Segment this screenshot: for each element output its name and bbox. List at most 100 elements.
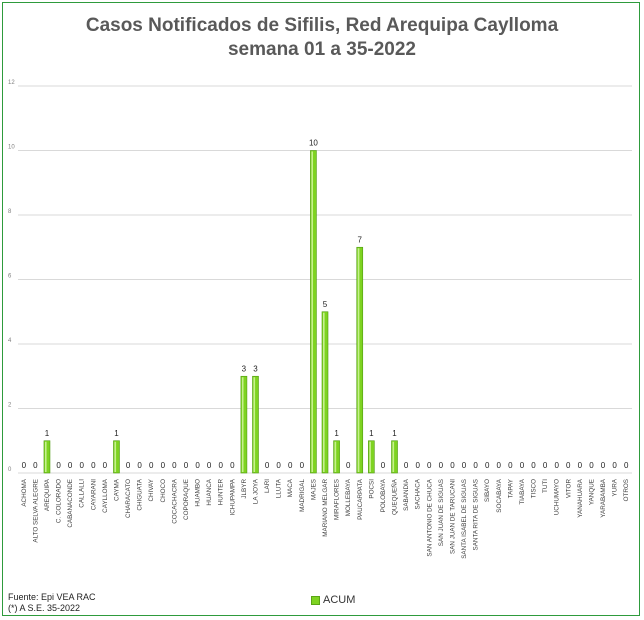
data-label: 0 (172, 461, 177, 470)
data-label: 5 (323, 300, 328, 309)
category-label: JLBYR (241, 479, 248, 499)
data-label: 1 (114, 429, 119, 438)
category-label: SABANDIA (403, 478, 410, 511)
category-label: CHOCO (160, 479, 167, 503)
y-tick-label: 0 (8, 467, 12, 473)
bar (241, 376, 247, 473)
data-label: 0 (195, 461, 200, 470)
bar-highlight (114, 442, 116, 472)
data-label: 0 (56, 461, 61, 470)
category-label: ICHUPAMPA (229, 478, 236, 515)
y-tick-label: 6 (8, 274, 12, 280)
source-note: Fuente: Epi VEA RAC (*) A S.E. 35-2022 (8, 592, 96, 614)
category-label: C. COLORADO (56, 479, 63, 523)
bar-highlight (311, 152, 313, 473)
y-tick-label: 10 (8, 145, 15, 151)
legend-swatch (311, 596, 320, 605)
category-label: CHIGUATA (137, 478, 144, 510)
category-label: PAUCARPATA (357, 478, 364, 520)
bar (392, 441, 398, 473)
data-label: 0 (462, 461, 467, 470)
category-label: MADRIGAL (299, 479, 306, 512)
category-label: SANTA ISABEL DE SIGUAS (461, 479, 468, 559)
category-label: HUNTER (218, 479, 225, 506)
bar (357, 247, 363, 473)
category-label: CAYMA (113, 478, 120, 501)
data-label: 0 (103, 461, 108, 470)
data-label: 0 (612, 461, 617, 470)
category-label: AREQUIPA (44, 478, 51, 511)
category-label: UCHUMAYO (554, 479, 561, 515)
category-label: SACHACA (415, 478, 422, 509)
data-label: 0 (230, 461, 235, 470)
data-label: 0 (126, 461, 131, 470)
data-label: 1 (369, 429, 374, 438)
data-label: 0 (184, 461, 189, 470)
category-label: COPORAQUE (183, 479, 190, 520)
category-label: MAJES (310, 479, 317, 500)
data-label: 0 (566, 461, 571, 470)
category-label: COCACHACRA (171, 478, 178, 524)
source-line-1: Fuente: Epi VEA RAC (8, 592, 96, 603)
bar (252, 376, 258, 473)
data-label: 0 (543, 461, 548, 470)
category-label: HUAMBO (195, 479, 202, 507)
data-label: 0 (531, 461, 536, 470)
category-label: CHIVAY (148, 478, 155, 501)
data-label: 0 (79, 461, 84, 470)
data-label: 0 (91, 461, 96, 470)
category-label: ALTO SELVA ALEGRE (32, 479, 39, 543)
category-label: SAN JUAN DE SIGUAS (438, 479, 445, 546)
data-label: 0 (624, 461, 629, 470)
data-label: 0 (346, 461, 351, 470)
data-label: 0 (381, 461, 386, 470)
legend: ACUM (311, 594, 355, 606)
category-label: POCSI (368, 479, 375, 499)
data-label: 0 (137, 461, 142, 470)
category-label: TIABAYA (519, 478, 526, 504)
bar-highlight (253, 377, 255, 472)
data-label: 0 (68, 461, 73, 470)
bar (113, 441, 119, 473)
bar-highlight (369, 442, 371, 472)
data-label: 0 (427, 461, 432, 470)
category-label: LLUTA (276, 478, 283, 498)
bar (334, 441, 340, 473)
data-label: 0 (207, 461, 212, 470)
legend-label: ACUM (323, 594, 355, 606)
category-label: VITOR (565, 479, 572, 499)
data-label: 0 (439, 461, 444, 470)
category-label: CABANACONDE (67, 479, 74, 528)
bar-highlight (323, 313, 325, 472)
category-label: MARIANO MELGAR (322, 479, 329, 537)
data-label: 0 (161, 461, 166, 470)
data-label: 0 (22, 461, 27, 470)
category-label: TAPAY (507, 478, 514, 498)
category-label: YURA (612, 478, 619, 496)
data-label: 0 (33, 461, 38, 470)
category-label: SANTA RITA DE SIGUAS (473, 479, 480, 551)
bar (368, 441, 374, 473)
category-label: MACA (287, 478, 294, 497)
category-label: QUEQUEÑA (390, 478, 399, 515)
data-label: 10 (309, 139, 318, 148)
data-label: 0 (589, 461, 594, 470)
data-label: 0 (219, 461, 224, 470)
data-label: 0 (300, 461, 305, 470)
category-label: SIBAYO (484, 479, 491, 502)
source-line-2: (*) A S.E. 35-2022 (8, 603, 96, 614)
bar-highlight (358, 248, 360, 472)
category-label: YANQUE (588, 479, 595, 505)
category-label: LA JOYA (252, 478, 259, 504)
data-label: 0 (485, 461, 490, 470)
data-label: 0 (578, 461, 583, 470)
bar (322, 312, 328, 473)
category-label: YARABAMBA (600, 478, 607, 518)
bar (44, 441, 50, 473)
category-label: SAN ANTONIO DE CHUCA (426, 478, 433, 556)
y-tick-label: 4 (8, 338, 12, 344)
bar (310, 151, 316, 474)
data-label: 0 (265, 461, 270, 470)
data-label: 0 (554, 461, 559, 470)
data-label: 3 (253, 364, 258, 373)
